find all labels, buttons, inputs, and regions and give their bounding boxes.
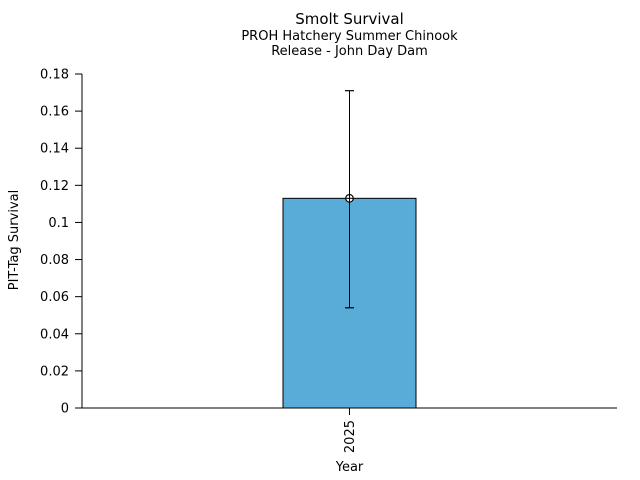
y-tick-label: 0.16 xyxy=(40,105,69,120)
y-tick-label: 0.12 xyxy=(40,179,69,194)
y-tick-label: 0.04 xyxy=(40,327,69,342)
chart-subtitle-line2: Release - John Day Dam xyxy=(271,44,428,59)
y-tick-label: 0.02 xyxy=(40,364,69,379)
x-axis-label: Year xyxy=(335,460,364,475)
chart-subtitle-line1: PROH Hatchery Summer Chinook xyxy=(241,29,458,44)
chart-title: Smolt Survival xyxy=(295,10,404,28)
x-tick-label: 2025 xyxy=(343,420,358,453)
y-tick-label: 0.1 xyxy=(48,216,69,231)
data-point-marker xyxy=(345,193,354,203)
y-axis-label: PIT-Tag Survival xyxy=(7,189,22,291)
y-tick-label: 0 xyxy=(61,402,69,417)
y-tick-label: 0.14 xyxy=(40,142,69,157)
y-tick-label: 0.08 xyxy=(40,253,69,268)
y-tick-label: 0.18 xyxy=(40,68,69,83)
y-tick-label: 0.06 xyxy=(40,290,69,305)
